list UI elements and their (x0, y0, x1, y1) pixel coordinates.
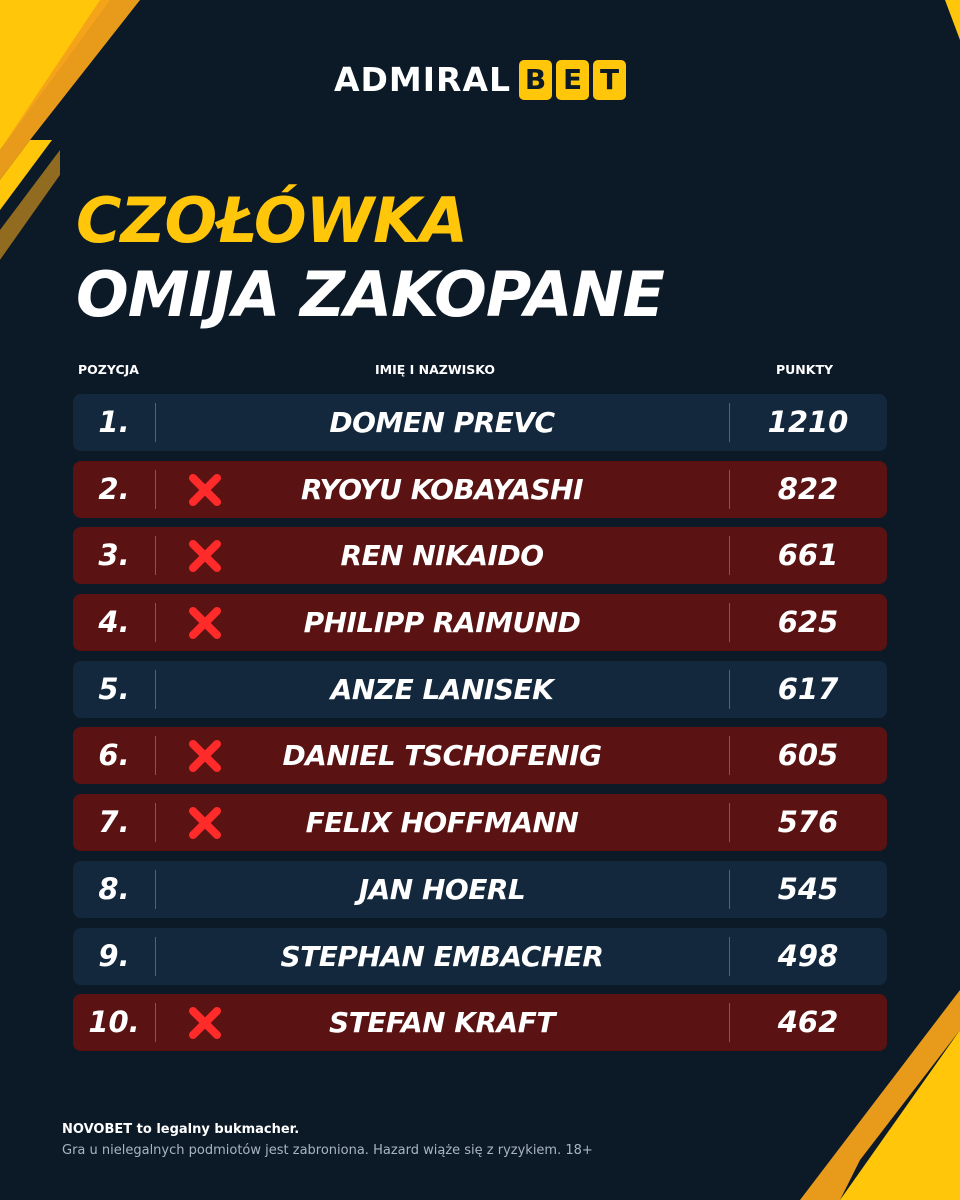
row-position: 6. (98, 738, 130, 773)
row-divider (155, 803, 156, 843)
row-divider (729, 936, 730, 976)
row-divider (155, 936, 156, 976)
admiralbet-logo: ADMIRAL B E T (0, 58, 960, 102)
headline-line-2: OMIJA ZAKOPANE (76, 258, 665, 331)
row-divider (155, 869, 156, 909)
table-row: 10. STEFAN KRAFT 462 (73, 994, 887, 1052)
row-athlete-name: FELIX HOFFMANN (305, 806, 579, 840)
x-mark-icon (189, 807, 221, 840)
table-row: 3. REN NIKAIDO 661 (73, 527, 887, 585)
logo-bet-letter: E (556, 60, 590, 100)
table-header: POZYCJA IMIĘ I NAZWISKO PUNKTY (0, 362, 960, 380)
x-mark-icon (189, 1007, 221, 1040)
table-row: 1. DOMEN PREVC 1210 (73, 394, 887, 451)
x-mark-icon (189, 607, 221, 640)
row-athlete-name: STEPHAN EMBACHER (280, 939, 604, 973)
table-row: 2. RYOYU KOBAYASHI 822 (73, 460, 887, 518)
row-divider (155, 469, 156, 509)
row-points: 661 (777, 538, 839, 573)
footer-warning-line: Gra u nielegalnych podmiotów jest zabron… (62, 1143, 593, 1158)
row-points: 498 (777, 938, 839, 973)
logo-admiral-text: ADMIRAL (333, 60, 512, 99)
row-position: 8. (98, 871, 130, 906)
row-position: 3. (98, 538, 130, 573)
row-divider (729, 803, 730, 843)
row-athlete-name: RYOYU KOBAYASHI (300, 472, 584, 506)
row-divider (729, 669, 730, 709)
row-athlete-name: DOMEN PREVC (329, 406, 555, 439)
row-divider (729, 536, 730, 576)
row-athlete-name: PHILIPP RAIMUND (303, 606, 581, 640)
row-athlete-name: STEFAN KRAFT (329, 1006, 555, 1040)
row-divider (155, 536, 156, 576)
row-position: 1. (98, 405, 130, 439)
row-divider (729, 469, 730, 509)
standings-table: 1. DOMEN PREVC 1210 2. RYOYU KOBAYASHI 822 3. R… (73, 394, 887, 1061)
table-row: 7. FELIX HOFFMANN 576 (73, 794, 887, 852)
header-name: IMIĘ I NAZWISKO (375, 362, 496, 377)
row-athlete-name: REN NIKAIDO (340, 539, 544, 573)
row-athlete-name: DANIEL TSCHOFENIG (282, 739, 602, 773)
row-divider (155, 669, 156, 709)
table-row: 4. PHILIPP RAIMUND 625 (73, 594, 887, 652)
row-divider (155, 736, 156, 776)
row-position: 10. (88, 1005, 140, 1040)
row-points: 1210 (767, 405, 849, 439)
header-position: POZYCJA (78, 362, 139, 377)
row-position: 2. (98, 471, 130, 506)
headline: CZOŁÓWKA OMIJA ZAKOPANE (76, 184, 665, 332)
row-points: 545 (777, 871, 839, 906)
x-mark-icon (189, 540, 221, 573)
logo-bet-letter: T (593, 60, 627, 100)
row-position: 9. (98, 938, 130, 973)
row-divider (729, 736, 730, 776)
footer-legal-line: NOVOBET to legalny bukmacher. (62, 1122, 300, 1137)
row-divider (155, 403, 156, 442)
row-divider (729, 869, 730, 909)
table-row: 8. JAN HOERL 545 (73, 860, 887, 918)
headline-line-1: CZOŁÓWKA (76, 184, 468, 257)
logo-bet-letter: B (519, 60, 553, 100)
row-points: 462 (777, 1005, 839, 1040)
footer-disclaimer: NOVOBET to legalny bukmacher. Gra u niel… (62, 1120, 593, 1162)
row-divider (155, 603, 156, 643)
row-position: 4. (98, 605, 130, 640)
row-points: 625 (777, 605, 839, 640)
row-athlete-name: JAN HOERL (358, 872, 526, 906)
logo-bet-badge: B E T (519, 60, 627, 100)
row-points: 576 (777, 805, 839, 840)
row-divider (729, 403, 730, 442)
table-row: 6. DANIEL TSCHOFENIG 605 (73, 727, 887, 785)
row-position: 5. (98, 671, 130, 706)
header-points: PUNKTY (776, 362, 834, 377)
table-row: 5. ANZE LANISEK 617 (73, 660, 887, 718)
table-row: 9. STEPHAN EMBACHER 498 (73, 927, 887, 985)
row-athlete-name: ANZE LANISEK (330, 672, 554, 706)
row-points: 605 (777, 738, 839, 773)
row-position: 7. (98, 805, 130, 840)
x-mark-icon (189, 740, 221, 773)
row-points: 822 (777, 471, 839, 506)
x-mark-icon (189, 473, 221, 506)
row-divider (729, 1003, 730, 1043)
row-points: 617 (777, 671, 839, 706)
row-divider (155, 1003, 156, 1043)
row-divider (729, 603, 730, 643)
